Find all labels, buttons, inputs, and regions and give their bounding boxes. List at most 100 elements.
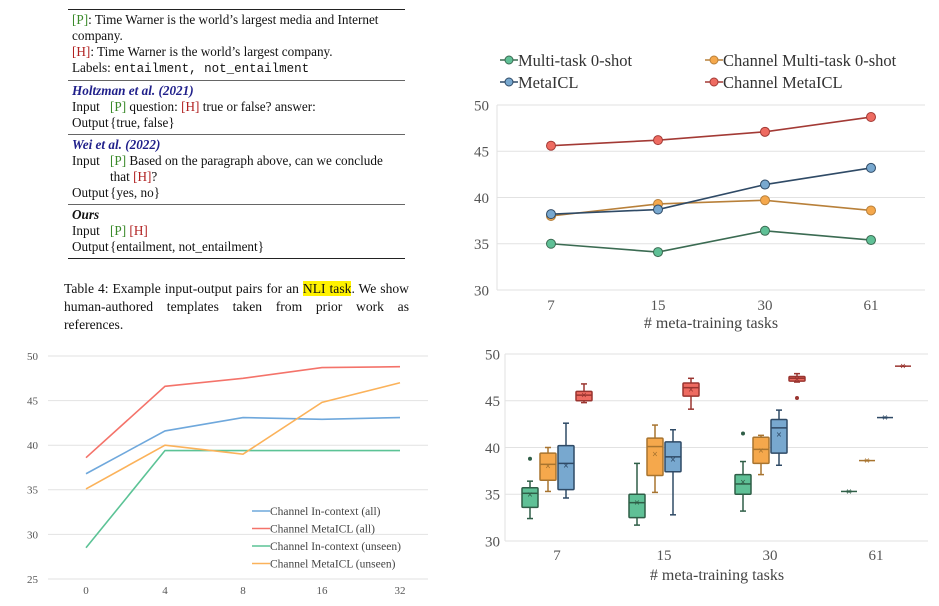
x-axis-title: # meta-training tasks [650,567,784,584]
series-line [550,116,872,147]
mean-marker: × [670,455,676,466]
y-tick-label: 45 [485,394,500,410]
legend-marker [504,55,514,65]
mean-marker: × [634,498,640,509]
data-point [546,238,556,249]
data-point [866,112,876,123]
hypothesis-tag: [H] [181,99,200,114]
x-tick-label: 32 [395,585,406,597]
section-title: Ours [72,207,100,222]
output-row: Output {yes, no} [72,185,401,201]
output-label: Output [72,185,109,200]
y-tick-label: 50 [485,347,500,363]
input-label: Input [72,153,100,168]
y-tick-label: 50 [474,98,489,114]
series-line [85,416,401,475]
hypothesis-text: : Time Warner is the world’s largest com… [90,44,333,59]
output-label: Output [72,239,109,254]
mean-marker: × [652,450,658,461]
box [539,452,557,481]
data-point [653,204,663,215]
series-line [550,229,872,253]
input-text: question: [126,99,182,114]
mean-marker: × [688,385,694,396]
box [628,493,646,519]
y-tick-label: 40 [474,191,489,207]
input-text-end: ? [151,169,158,184]
template-section: Holtzman et al. (2021) Input [P] question… [68,81,405,134]
data-point [866,235,876,246]
x-axis-title: # meta-training tasks [644,315,778,332]
data-point [760,225,770,236]
series-line [85,449,400,549]
mean-marker: × [794,375,800,386]
output-row: Output {entailment, not_entailment} [72,239,401,255]
x-tick-label: 30 [763,548,778,564]
box [682,382,700,397]
y-tick-label: 40 [485,441,500,457]
series-line [550,199,872,217]
mean-marker: × [527,490,533,501]
input-label: Input [72,99,100,114]
output-row: Output {true, false} [72,115,401,131]
labels-value: entailment, not_entailment [114,62,310,76]
y-tick-label: 30 [27,529,39,541]
premise-tag: [P] [72,12,89,27]
y-tick-label: 35 [474,237,489,253]
y-tick-label: 25 [27,574,39,586]
y-tick-label: 50 [27,351,39,363]
outlier-point [795,395,799,400]
legend-label: Channel In-context (all) [270,506,381,518]
legend-label: Channel Multi-task 0-shot [723,51,897,70]
x-tick-label: 15 [657,548,672,564]
y-tick-label: 45 [27,395,39,407]
legend-label: Channel MetaICL (all) [270,524,375,536]
y-tick-label: 30 [474,283,489,299]
input-template: [P] question: [H] true or false? answer: [110,99,316,115]
input-row: Input [P] question: [H] true or false? an… [72,99,401,115]
mean-marker: × [846,487,852,498]
mean-marker: × [900,362,906,373]
x-tick-label: 4 [162,585,168,597]
legend-label: MetaICL [518,73,578,92]
input-text: Based on the paragraph above, can we con… [110,153,383,184]
x-tick-label: 8 [240,585,246,597]
outlier-point [528,456,532,461]
input-label: Input [72,223,100,238]
output-value: {entailment, not_entailment} [110,239,265,254]
data-point [760,126,770,137]
data-point [653,135,663,146]
template-section: Wei et al. (2022) Input [P] Based on the … [68,135,405,204]
input-template: [P] Based on the paragraph above, can we… [110,153,401,185]
template-section: Ours Input [P] [H] Output {entailment, not… [68,205,405,258]
caption-prefix: Table 4: Example input-output pairs for … [64,281,303,296]
premise-line: [P]: Time Warner is the world’s largest … [72,12,401,44]
box [646,437,664,477]
outlier-point [741,431,745,436]
data-point [546,140,556,151]
premise-tag: [P] [110,153,127,168]
example-section: [P] : Time Warner is the world’s largest … [68,10,405,80]
hypothesis-tag: [H] [133,169,152,184]
hypothesis-tag: [H] [129,223,148,238]
data-point [653,247,663,258]
premise-tag: [P] [110,223,127,238]
labels-line: Labels: entailment, not_entailment [72,60,401,77]
x-tick-label: 15 [651,298,666,314]
legend-label: Channel MetaICL [723,73,843,92]
legend-label: Channel MetaICL (unseen) [270,559,396,571]
legend-marker [709,77,719,87]
caption-highlight: NLI task [302,281,352,296]
section-title: Wei et al. (2022) [72,137,161,152]
mean-marker: × [882,413,888,424]
data-point [866,205,876,216]
mean-marker: × [758,446,764,457]
x-tick-label: 7 [547,298,555,314]
y-tick-label: 30 [485,534,500,550]
input-row: Input [P] [H] [72,223,401,239]
labels-label: Labels: [72,60,115,75]
series-line [550,167,872,215]
legend-marker [504,77,514,87]
series-line [85,381,401,490]
